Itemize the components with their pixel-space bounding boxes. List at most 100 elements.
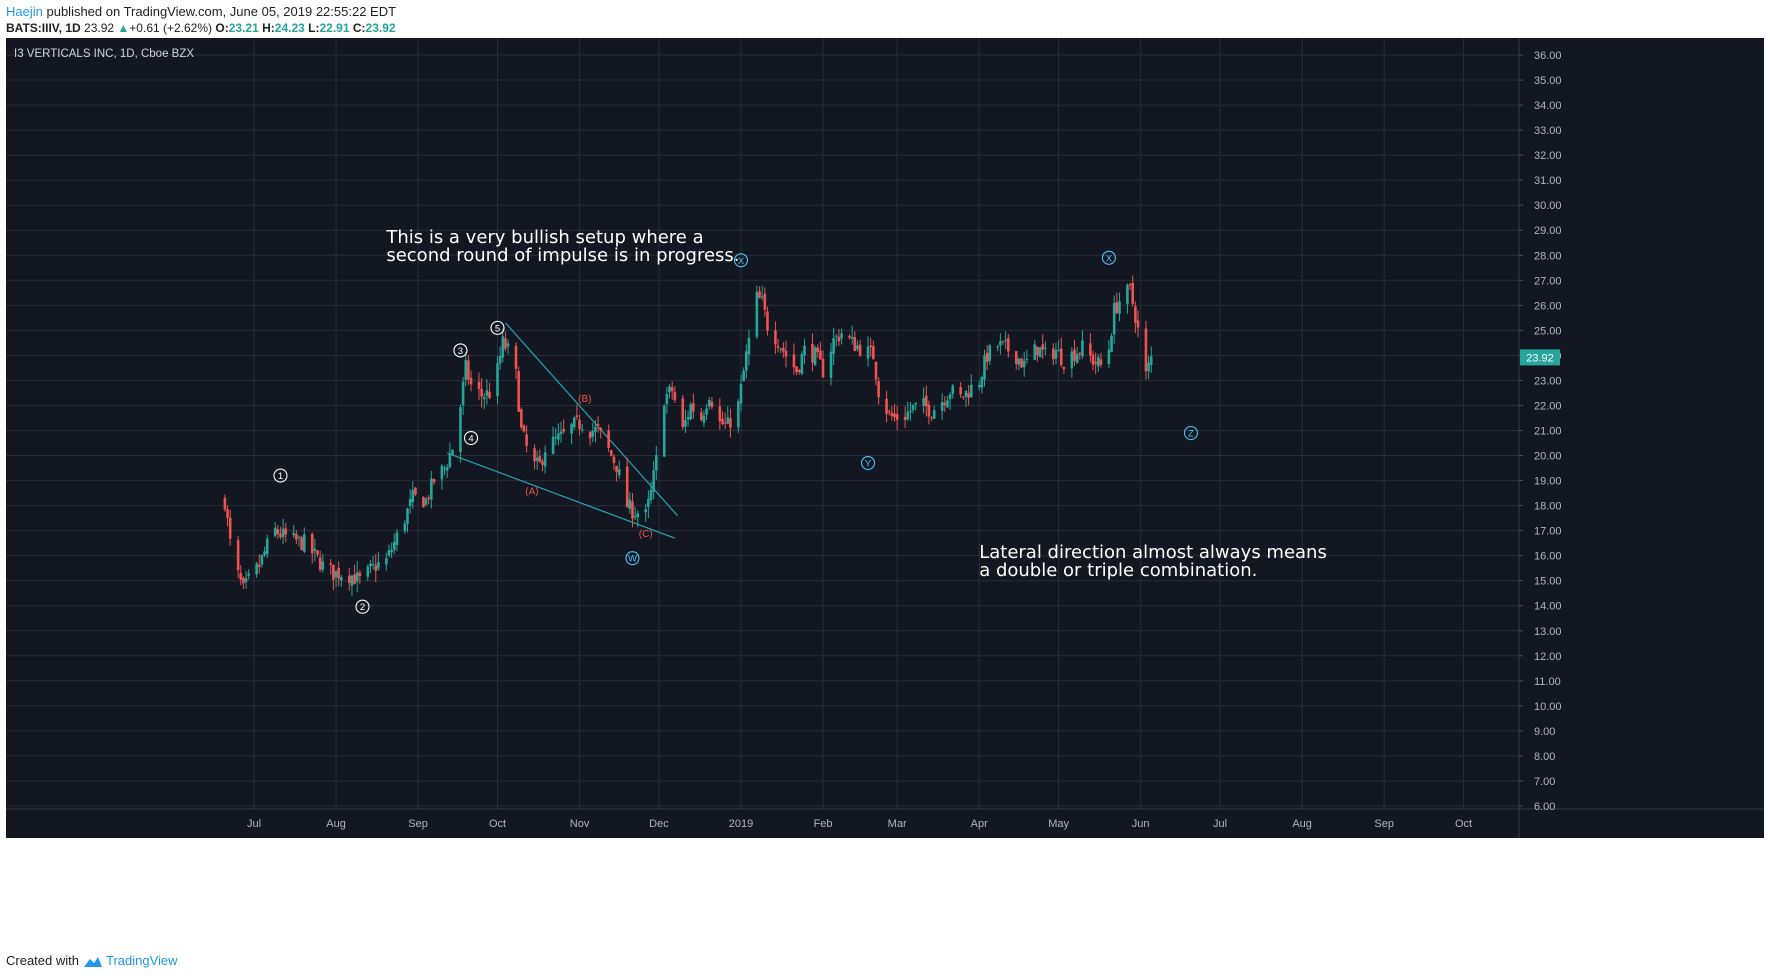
candle-body — [1144, 328, 1148, 372]
candle-body — [951, 385, 955, 394]
candle-body — [580, 429, 584, 431]
candle-body — [927, 404, 931, 417]
price-tick-label: 16.00 — [1534, 551, 1562, 563]
price-tick-label: 26.00 — [1534, 300, 1562, 312]
price-tick-label: 14.00 — [1534, 601, 1562, 613]
candle-body — [522, 425, 526, 432]
candle-body — [1136, 320, 1140, 328]
price-tick-label: 13.00 — [1534, 626, 1562, 638]
candle-body — [1149, 356, 1153, 365]
candle-body — [692, 403, 695, 412]
candle-body — [316, 550, 319, 555]
candle-body — [424, 498, 428, 505]
time-tick-label: Apr — [971, 818, 988, 830]
candle-body — [776, 345, 780, 348]
candle-body — [223, 497, 227, 510]
candle-body — [811, 343, 814, 363]
candle-body — [840, 333, 843, 339]
candle-body — [477, 381, 481, 389]
candle-body — [684, 420, 687, 427]
candle-body — [244, 578, 248, 583]
candle-body — [914, 402, 917, 405]
candle-body — [964, 390, 968, 397]
candle-body — [406, 508, 409, 524]
candle-body — [310, 533, 314, 554]
candle-body — [1057, 349, 1060, 352]
candle-body — [721, 418, 724, 424]
candle-body — [1038, 347, 1042, 358]
close-value: 23.92 — [365, 21, 396, 35]
candle-body — [313, 548, 317, 551]
candle-body — [707, 399, 711, 407]
wave-label: X — [1106, 253, 1113, 264]
trendlines[interactable] — [447, 322, 678, 539]
candle-body — [408, 499, 412, 507]
wave-label-circle — [860, 455, 876, 471]
candle-body — [422, 497, 425, 508]
candle-body — [702, 415, 706, 423]
candle-body — [866, 346, 870, 359]
last-price: 23.92 — [84, 21, 115, 35]
candle-body — [292, 532, 296, 536]
footer-created-with: Created with — [6, 953, 79, 968]
candle-body — [517, 371, 520, 412]
candle-body — [665, 394, 669, 405]
wave-labels: 1 2 3 4 5 (A) (B) (C) W X Y X Z — [273, 250, 1198, 614]
low-value: 22.91 — [319, 21, 350, 35]
price-tick-label: 29.00 — [1534, 225, 1562, 237]
candle-body — [353, 574, 356, 584]
candle-body — [1131, 282, 1135, 304]
candle-body — [962, 396, 965, 398]
price-tick-label: 35.00 — [1534, 75, 1562, 87]
candle-body — [366, 566, 370, 577]
candle-body — [885, 398, 888, 414]
candle-body — [1115, 302, 1119, 313]
price-axis[interactable]: 6.00 7.00 8.00 9.00 10.00 11.00 12.00 13.00 14.0… — [1519, 50, 1562, 813]
candle-body — [1001, 340, 1005, 342]
candle-body — [520, 409, 523, 428]
time-tick-label: Oct — [489, 818, 506, 830]
wave-label: 1 — [278, 471, 283, 482]
candle-body — [948, 394, 952, 400]
wave-label-circle — [273, 468, 288, 483]
candle-body — [355, 572, 359, 582]
footer-brand[interactable]: TradingView — [106, 953, 178, 968]
candle-body — [906, 411, 910, 420]
candle-body — [371, 564, 375, 566]
candle-body — [829, 351, 833, 378]
candle-body — [922, 397, 925, 406]
candle-body — [1147, 362, 1150, 372]
wave-label: 3 — [458, 346, 463, 357]
candle-body — [784, 350, 788, 357]
candle-body — [588, 432, 592, 439]
high-label: H: — [262, 21, 275, 35]
candle-body — [983, 355, 986, 380]
candle-body — [1091, 354, 1095, 365]
candle-body — [369, 563, 372, 567]
candle-body — [943, 402, 947, 405]
candle-body — [551, 436, 555, 455]
price-tick-label: 25.00 — [1534, 325, 1562, 337]
instrument-label: I3 VERTICALS INC, 1D, Cboe BZX — [14, 48, 194, 60]
candle-body — [737, 401, 740, 428]
candle-body — [636, 513, 640, 518]
price-chart[interactable]: 1 2 3 4 5 (A) (B) (C) W X Y X Z This is a very bulli… — [6, 38, 1764, 838]
time-axis[interactable]: Jul Aug Sep Oct Nov Dec 2019 Feb Mar Apr May Jun Jul… — [247, 818, 1472, 830]
trendline[interactable] — [504, 322, 678, 517]
candle-body — [1017, 358, 1021, 365]
last-price-tag-label: 23.92 — [1526, 352, 1554, 364]
candle-body — [414, 487, 417, 495]
trendline[interactable] — [447, 452, 676, 539]
candle-body — [1126, 284, 1129, 305]
candle-body — [699, 412, 703, 420]
open-label: O: — [215, 21, 229, 35]
candle-body — [1094, 361, 1097, 364]
candle-body — [525, 434, 528, 446]
candle-body — [612, 456, 616, 464]
candle-body — [469, 377, 473, 385]
candle-body — [1075, 354, 1079, 363]
price-tick-label: 22.00 — [1534, 400, 1562, 412]
author-link[interactable]: Haejin — [6, 4, 43, 19]
candle-body — [260, 554, 264, 565]
wave-label-circle — [355, 599, 370, 614]
